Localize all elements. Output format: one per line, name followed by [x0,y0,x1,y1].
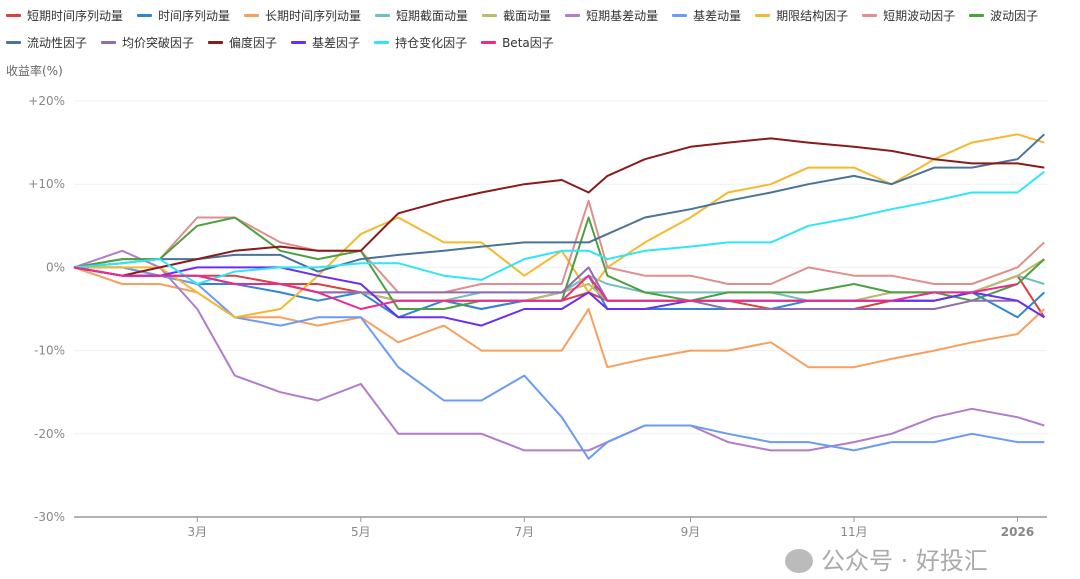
series-line-8 [74,133,1045,319]
series-line-7 [74,266,1045,460]
legend-swatch [755,14,771,17]
legend-label: 偏度因子 [229,36,278,50]
y-axis-label: 收益率(%) [6,64,63,78]
series-line-6 [73,249,1045,452]
y-tick-label: +20% [28,94,65,108]
legend-swatch [482,14,498,17]
legend-swatch [6,14,21,17]
x-tick-label: 2026 [1001,525,1034,539]
y-tick-label: +10% [28,177,65,191]
wechat-icon [785,549,813,573]
legend-swatch [481,41,497,44]
legend-item[interactable]: 短期基差动量 [565,7,658,24]
legend-row: 流动性因子 均价突破因子 偏度因子 基差因子 持仓变化因子 Beta因子 [6,29,1076,56]
legend-item[interactable]: 短期截面动量 [375,7,468,24]
x-tick-label: 3月 [187,525,207,539]
series-line-10 [73,216,1045,310]
legend-label: 均价突破因子 [122,36,195,50]
legend-item[interactable]: 期限结构因子 [755,7,848,24]
legend-item[interactable]: 流动性因子 [6,34,87,51]
legend-swatch [6,41,21,44]
legend-swatch [137,14,153,17]
x-tick-label: 7月 [514,525,534,539]
legend-label: 截面动量 [503,9,552,23]
series-line-15 [73,170,1045,285]
legend-label: 持仓变化因子 [395,36,468,50]
x-tick-label: 5月 [351,525,371,539]
legend-label: 基差动量 [693,9,742,23]
series-line-11 [73,133,1045,273]
legend-label: 短期基差动量 [586,9,659,23]
y-tick-label: 0% [46,260,65,274]
legend-item[interactable]: 基差因子 [291,34,360,51]
legend-row: 短期时间序列动量 时间序列动量 长期时间序列动量 短期截面动量 截面动量 短期基差动量 基差… [6,2,1076,29]
legend-swatch [244,14,260,17]
watermark: 公众号 · 好投汇 [785,546,988,576]
legend-label: 时间序列动量 [158,9,231,23]
legend-label: 短期波动因子 [883,9,956,23]
legend-label: Beta因子 [502,36,554,50]
y-tick-label: -30% [34,510,65,524]
legend-item[interactable]: 长期时间序列动量 [244,7,361,24]
x-tick-label: 11月 [840,525,867,539]
legend-label: 期限结构因子 [776,9,849,23]
legend-swatch [291,41,307,44]
legend: 短期时间序列动量 时间序列动量 长期时间序列动量 短期截面动量 截面动量 短期基差动量 基差… [6,2,1076,56]
legend-label: 流动性因子 [27,36,88,50]
legend-item[interactable]: 基差动量 [672,7,741,24]
legend-item[interactable]: 波动因子 [969,7,1038,24]
legend-item[interactable]: 时间序列动量 [137,7,230,24]
x-tick-label: 9月 [681,525,701,539]
legend-swatch [969,14,985,17]
legend-label: 长期时间序列动量 [265,9,362,23]
series-line-1 [73,266,1046,318]
legend-swatch [862,14,878,17]
legend-swatch [375,14,391,17]
legend-swatch [565,14,581,17]
legend-label: 短期时间序列动量 [27,9,124,23]
series-line-3 [73,266,1045,369]
legend-label: 波动因子 [990,9,1039,23]
legend-item[interactable]: Beta因子 [481,34,554,51]
legend-swatch [374,41,390,44]
legend-item[interactable]: 持仓变化因子 [374,34,467,51]
y-tick-label: -20% [34,427,65,441]
series-line-16 [73,266,1018,310]
legend-swatch [208,41,224,44]
legend-label: 短期截面动量 [396,9,469,23]
watermark-text: 公众号 · 好投汇 [821,547,988,575]
y-tick-label: -10% [34,344,65,358]
legend-item[interactable]: 短期时间序列动量 [6,7,123,24]
legend-item[interactable]: 均价突破因子 [101,34,194,51]
legend-swatch [101,41,117,44]
legend-swatch [672,14,688,17]
series-line-9 [73,199,1045,294]
legend-item[interactable]: 短期波动因子 [862,7,955,24]
legend-label: 基差因子 [312,36,361,50]
legend-item[interactable]: 截面动量 [482,7,551,24]
series-line-13 [73,137,1045,277]
legend-item[interactable]: 偏度因子 [208,34,277,51]
